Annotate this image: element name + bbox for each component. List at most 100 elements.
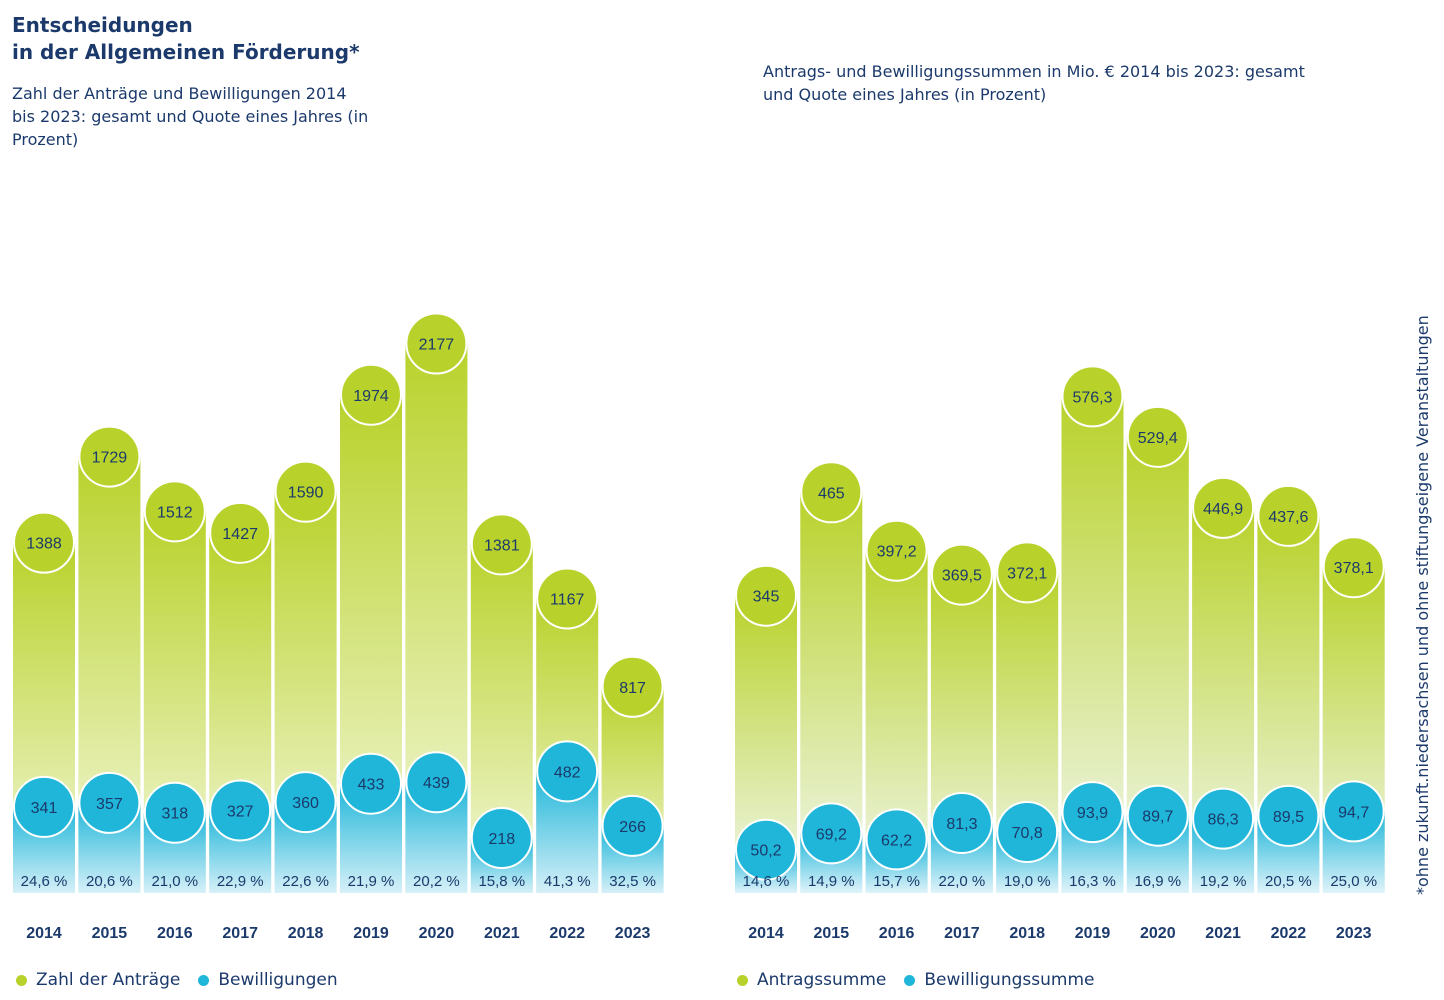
label-1-green-2018: 372,1 (1007, 565, 1047, 582)
cap-0-green-2020 (405, 312, 468, 375)
cap-0-blue-2021 (470, 806, 533, 869)
year-label-1-2019: 2019 (1075, 925, 1111, 942)
label-1-green-2015: 465 (818, 485, 845, 502)
label-1-blue-2023: 94,7 (1338, 804, 1369, 821)
year-label-0-2014: 2014 (26, 925, 62, 942)
legend-item-bewilligungssumme: Bewilligungssumme (904, 970, 1094, 990)
cap-0-blue-2019 (340, 752, 402, 815)
label-0-blue-2023: 266 (619, 819, 646, 836)
cap-0-green-2021 (470, 513, 533, 576)
label-1-green-2014: 345 (753, 589, 780, 606)
quote-0-2015: 20,6 % (86, 873, 133, 890)
label-0-green-2023: 817 (619, 680, 646, 697)
year-label-0-2020: 2020 (419, 925, 455, 942)
footnote: *ohne zukunft.niedersachsen und ohne sti… (1413, 315, 1432, 895)
quote-0-2021: 15,8 % (478, 873, 525, 890)
label-1-green-2019: 576,3 (1072, 389, 1112, 406)
year-label-1-2020: 2020 (1140, 925, 1176, 942)
cap-0-green-2017 (209, 501, 272, 564)
year-label-0-2023: 2023 (615, 925, 651, 942)
label-1-blue-2018: 70,8 (1012, 825, 1043, 842)
cap-1-green-2019 (1061, 365, 1124, 428)
year-label-0-2022: 2022 (549, 925, 585, 942)
label-0-blue-2022: 482 (554, 764, 581, 781)
label-1-blue-2019: 93,9 (1077, 805, 1108, 822)
cap-1-blue-2022 (1257, 784, 1320, 847)
cap-0-green-2023 (601, 655, 664, 718)
quote-1-2020: 16,9 % (1134, 873, 1181, 890)
label-0-green-2020: 2177 (419, 337, 455, 354)
quote-0-2017: 22,9 % (217, 873, 264, 890)
label-1-green-2017: 369,5 (942, 568, 982, 585)
green-dot-icon (737, 974, 748, 986)
quote-1-2019: 16,3 % (1069, 873, 1116, 890)
cap-1-green-2022 (1257, 484, 1320, 547)
legend-label-antragssumme: Antragssumme (757, 970, 887, 990)
cap-1-blue-2016 (865, 808, 928, 871)
label-0-blue-2014: 341 (31, 800, 58, 817)
year-label-0-2021: 2021 (484, 925, 520, 942)
label-0-green-2015: 1729 (92, 450, 128, 467)
cap-0-blue-2014 (13, 775, 75, 838)
cap-0-blue-2017 (209, 779, 272, 842)
cap-0-blue-2018 (274, 771, 337, 834)
year-label-0-2015: 2015 (92, 925, 128, 942)
cap-0-green-2015 (78, 425, 141, 488)
label-1-blue-2017: 81,3 (946, 816, 977, 833)
label-0-blue-2015: 357 (96, 796, 123, 813)
label-0-green-2018: 1590 (288, 485, 324, 502)
year-label-0-2017: 2017 (222, 925, 258, 942)
label-1-blue-2015: 69,2 (816, 826, 847, 843)
legend-item-antragssumme: Antragssumme (737, 970, 886, 990)
cap-1-blue-2017 (930, 791, 993, 854)
quote-1-2017: 22,0 % (939, 873, 986, 890)
year-label-0-2018: 2018 (288, 925, 324, 942)
cap-0-green-2016 (143, 480, 206, 543)
label-1-blue-2022: 89,5 (1273, 809, 1304, 826)
year-label-1-2022: 2022 (1271, 925, 1307, 942)
year-label-0-2016: 2016 (157, 925, 193, 942)
left-legend: Zahl der Anträge Bewilligungen (16, 970, 356, 990)
legend-label-bewilligungen: Bewilligungen (218, 970, 338, 990)
label-1-green-2023: 378,1 (1334, 560, 1374, 577)
label-0-blue-2016: 318 (161, 806, 188, 823)
quote-0-2016: 21,0 % (151, 873, 198, 890)
year-label-0-2019: 2019 (353, 925, 389, 942)
chart-title: Entscheidungen in der Allgemeinen Förder… (12, 12, 360, 66)
cap-0-blue-2016 (143, 781, 206, 844)
cap-0-green-2019 (340, 363, 402, 426)
label-1-green-2022: 437,6 (1268, 509, 1308, 526)
cap-0-green-2014 (13, 511, 75, 574)
quote-1-2021: 19,2 % (1200, 873, 1247, 890)
left-chart-subtitle: Zahl der Anträge und Bewilligungen 2014 … (12, 84, 369, 149)
cap-1-blue-2018 (996, 800, 1059, 863)
label-1-blue-2021: 86,3 (1208, 812, 1239, 829)
cap-1-green-2016 (865, 519, 928, 582)
blue-dot-icon (198, 974, 210, 986)
cap-1-blue-2023 (1322, 780, 1385, 843)
cap-1-green-2014 (735, 564, 797, 627)
cap-0-blue-2023 (601, 794, 664, 857)
quote-0-2020: 20,2 % (413, 873, 460, 890)
cap-0-green-2018 (274, 460, 337, 523)
label-0-green-2022: 1167 (550, 591, 585, 608)
quote-1-2022: 20,5 % (1265, 873, 1312, 890)
quote-0-2023: 32,5 % (609, 873, 656, 890)
label-1-blue-2016: 62,2 (881, 832, 912, 849)
cap-0-blue-2015 (78, 771, 141, 834)
label-0-blue-2021: 218 (488, 831, 515, 848)
cap-1-green-2017 (930, 543, 993, 606)
label-0-blue-2018: 360 (292, 795, 319, 812)
quote-1-2018: 19,0 % (1004, 873, 1051, 890)
quote-1-2016: 15,7 % (873, 873, 920, 890)
label-0-green-2014: 1388 (26, 536, 62, 553)
year-label-1-2015: 2015 (814, 925, 850, 942)
cap-1-green-2015 (800, 461, 863, 524)
quote-0-2014: 24,6 % (21, 873, 68, 890)
label-1-green-2021: 446,9 (1203, 501, 1243, 518)
legend-item-bewilligungen: Bewilligungen (198, 970, 338, 990)
cap-0-blue-2022 (536, 740, 599, 803)
cap-1-blue-2020 (1126, 784, 1189, 847)
cap-1-green-2023 (1322, 536, 1385, 599)
